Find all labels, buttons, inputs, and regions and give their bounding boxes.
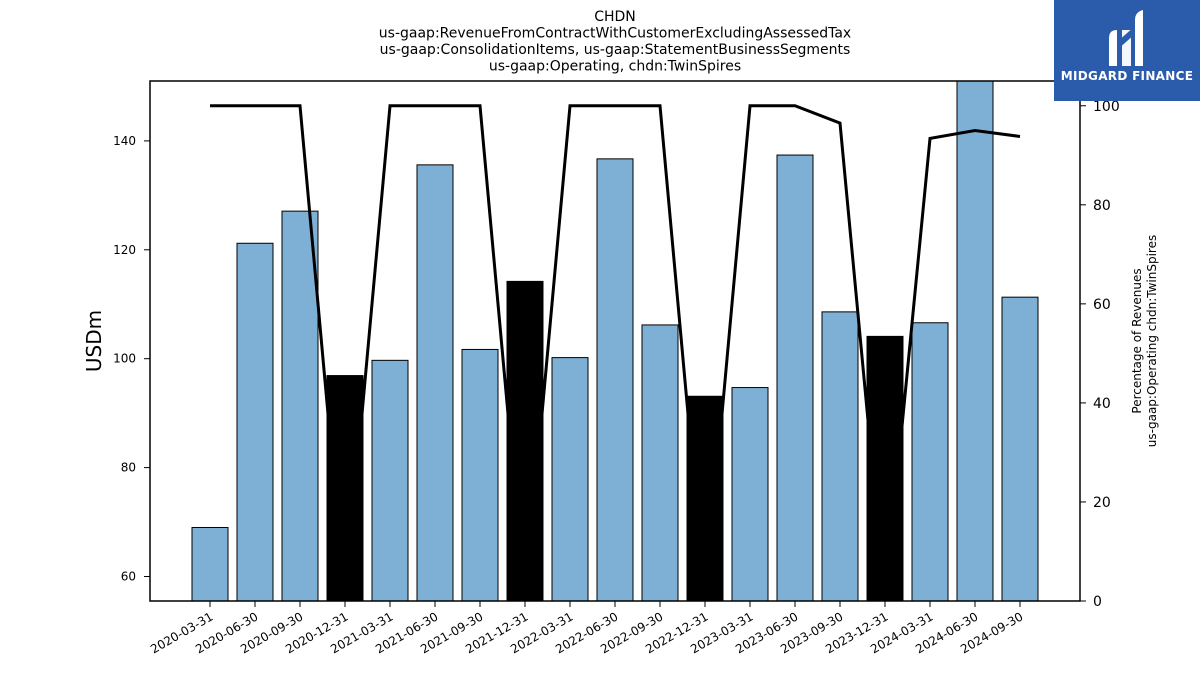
bar-2021-03-31: [371, 359, 409, 602]
bar-2020-09-30: [281, 210, 319, 602]
logo-text: MIDGARD FINANCE: [1060, 69, 1194, 83]
bar-2020-06-30: [236, 242, 274, 602]
y-tick-label: 60: [121, 569, 136, 583]
y-tick-label: 80: [121, 461, 136, 475]
bar-2024-03-31: [911, 322, 949, 602]
bar-2023-09-30: [821, 311, 859, 602]
bar-2021-12-31: [506, 280, 544, 602]
bar-2023-03-31: [731, 387, 769, 602]
bar-2022-12-31: [686, 395, 724, 602]
y-tick-label-right: 100: [1093, 99, 1120, 115]
y-tick-label: 140: [113, 134, 136, 148]
title-line-3: us-gaap:ConsolidationItems, us-gaap:Stat…: [380, 42, 851, 58]
bar-2024-06-30: [956, 80, 994, 602]
y-axis-label-right-line1: Percentage of Revenues: [1130, 268, 1144, 413]
y-axis-label-right: Percentage of Revenues us-gaap:Operating…: [1130, 235, 1159, 447]
title-line-4: us-gaap:Operating, chdn:TwinSpires: [489, 59, 741, 75]
y-tick-label-right: 60: [1093, 297, 1111, 313]
bar-2022-03-31: [551, 357, 589, 602]
chart-title: CHDNus-gaap:RevenueFromContractWithCusto…: [379, 9, 851, 75]
bar-2023-06-30: [776, 154, 814, 602]
title-line-1: CHDN: [594, 9, 636, 25]
bar-2024-09-30: [1001, 296, 1039, 602]
y-axis-label-right-line2: us-gaap:Operating chdn:TwinSpires: [1145, 235, 1159, 447]
bars: [191, 80, 1039, 602]
y-axis-label: USDm: [82, 310, 106, 372]
y-tick-label-right: 80: [1093, 198, 1111, 214]
y-tick-label-right: 40: [1093, 396, 1111, 412]
bar-2020-12-31: [326, 375, 364, 602]
logo-mark-icon: [1109, 10, 1143, 66]
y-tick-label-right: 0: [1093, 594, 1102, 610]
bar-2022-09-30: [641, 324, 679, 602]
x-axis: 2020-03-312020-06-302020-09-302020-12-31…: [148, 601, 1026, 656]
logo: MIDGARD FINANCE: [1054, 0, 1200, 101]
y-tick-label: 100: [113, 352, 136, 366]
title-line-2: us-gaap:RevenueFromContractWithCustomerE…: [379, 26, 851, 42]
bar-2020-03-31: [191, 526, 229, 602]
y-tick-label-right: 20: [1093, 495, 1111, 511]
bar-2021-09-30: [461, 348, 499, 602]
bar-2021-06-30: [416, 164, 454, 602]
bar-2022-06-30: [596, 158, 634, 602]
y-tick-label: 120: [113, 243, 136, 257]
y-axis-left: 60 80 100 120 140: [113, 134, 150, 583]
y-axis-right: 0 20 40 60 80 100: [1080, 99, 1120, 610]
